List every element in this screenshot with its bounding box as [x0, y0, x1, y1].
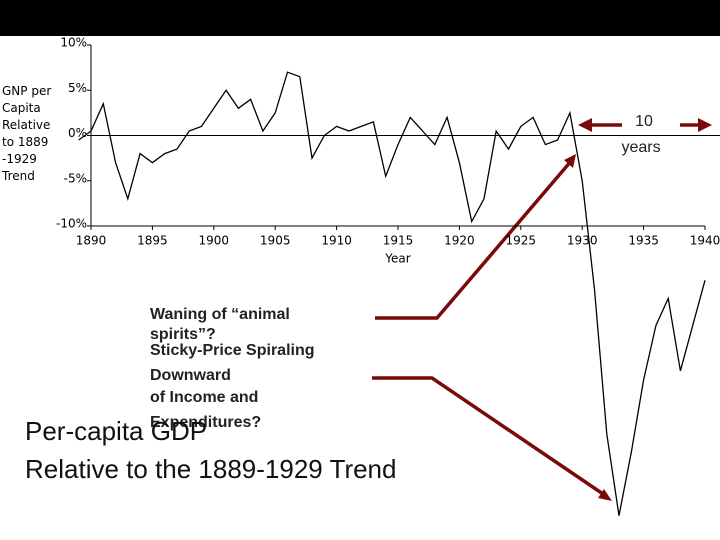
y-axis-label-line: GNP per — [2, 84, 52, 98]
y-axis-label-line: Trend — [2, 169, 35, 183]
arrowhead — [564, 154, 576, 168]
arrowheads — [564, 118, 712, 501]
arrow-1 — [375, 158, 574, 320]
annotation: of Income and — [150, 389, 259, 406]
title: Relative to the 1889-1929 Trend — [25, 454, 397, 484]
annotation: Waning of “animal — [150, 306, 290, 323]
x-tick-label: 1940 — [690, 234, 720, 248]
x-tick-label: 1895 — [137, 234, 168, 248]
x-tick-label: 1890 — [76, 234, 107, 248]
data-line — [78, 71, 706, 516]
arrowhead — [698, 118, 712, 132]
title: Per-capita GDP — [25, 416, 208, 446]
x-tick-label: 1910 — [321, 234, 352, 248]
x-tick-label: 1920 — [444, 234, 475, 248]
x-tick-label: 1935 — [628, 234, 659, 248]
annotation: Downward — [150, 367, 231, 384]
y-tick-label: 10% — [60, 36, 87, 50]
y-tick-label: -10% — [56, 217, 87, 231]
y-tick-label: 0% — [68, 126, 87, 140]
arrows — [372, 123, 700, 498]
annotation: years — [621, 139, 661, 156]
y-axis-label: GNP per Capita Relative to 1889 -1929 Trend — [2, 83, 51, 185]
x-tick-label: 1915 — [383, 234, 414, 248]
y-axis-label-line: to 1889 — [2, 135, 49, 149]
y-tick-label: 5% — [68, 81, 87, 95]
annotation: Sticky-Price Spiraling — [150, 342, 315, 359]
x-tick-label: 1925 — [506, 234, 537, 248]
arrowhead — [598, 489, 612, 501]
arrowhead — [578, 118, 592, 132]
y-axis-label-line: Relative — [2, 118, 51, 132]
annotation: Expenditures? — [150, 414, 262, 431]
annotation: 10 — [635, 113, 653, 130]
arrow-2 — [372, 376, 607, 498]
x-axis-label: Year — [384, 252, 410, 266]
y-tick-label: -5% — [64, 171, 87, 185]
x-tick-label: 1905 — [260, 234, 291, 248]
y-axis-label-line: -1929 — [2, 152, 37, 166]
y-axis-label-line: Capita — [2, 101, 41, 115]
x-tick-label: 1930 — [567, 234, 598, 248]
annotation: spirits”? — [150, 326, 216, 343]
top-bar — [0, 0, 720, 36]
x-tick-label: 1900 — [199, 234, 230, 248]
